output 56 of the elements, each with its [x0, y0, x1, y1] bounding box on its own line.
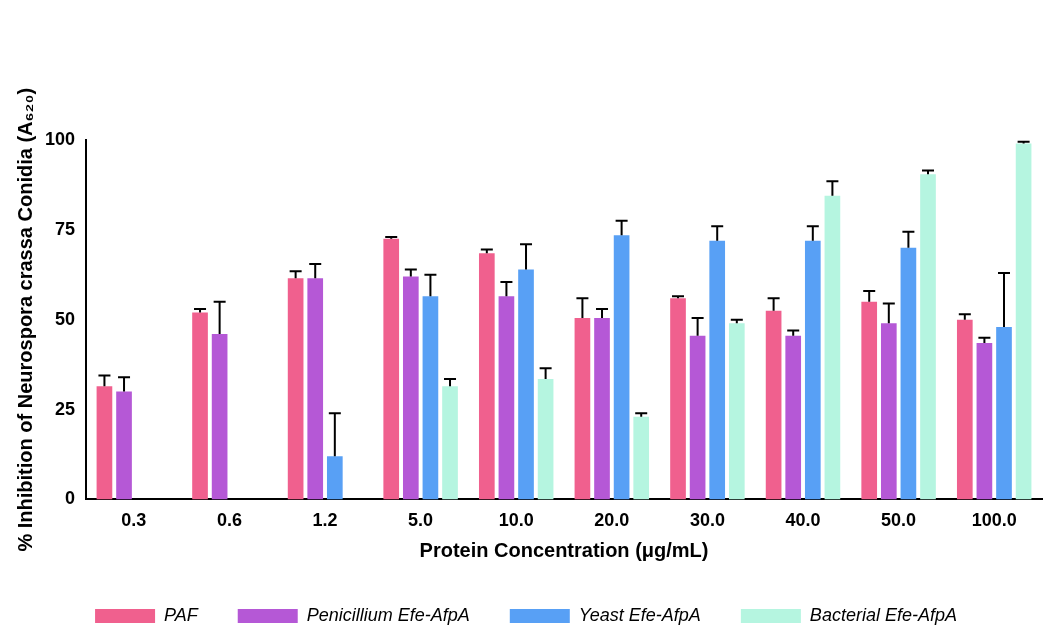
bar — [670, 298, 686, 500]
bar — [728, 323, 745, 500]
bar — [996, 326, 1012, 500]
bar — [861, 301, 878, 500]
bar — [785, 335, 802, 500]
y-tick-label: 25 — [55, 398, 76, 419]
bar — [537, 379, 554, 500]
x-tick-label: 20.0 — [594, 510, 630, 531]
bar — [192, 312, 208, 500]
bar — [478, 253, 495, 500]
bar — [689, 335, 706, 500]
x-tick-label: 10.0 — [498, 510, 534, 531]
bar — [287, 278, 304, 500]
bar — [824, 195, 841, 500]
y-tick-label: 50 — [55, 308, 76, 329]
legend-label: Yeast Efe-AfpA — [578, 605, 701, 625]
bar — [518, 269, 534, 500]
x-tick-label: 100.0 — [971, 510, 1017, 531]
x-axis-title: Protein Concentration (μg/mL) — [419, 538, 709, 561]
x-tick-label: 0.3 — [121, 510, 147, 531]
x-tick-label: 5.0 — [408, 510, 434, 531]
bar — [383, 238, 400, 500]
x-tick-label: 50.0 — [881, 510, 917, 531]
legend-label: PAF — [164, 605, 199, 625]
bar — [498, 296, 515, 500]
x-tick-label: 40.0 — [785, 510, 821, 531]
bar — [422, 296, 439, 500]
bar — [96, 386, 113, 500]
bar — [976, 343, 993, 500]
y-tick-label: 75 — [55, 218, 76, 239]
bar — [402, 276, 419, 500]
legend-label: Penicillium Efe-AfpA — [306, 605, 470, 625]
bar — [900, 247, 917, 500]
bar — [709, 240, 726, 500]
bar — [1015, 143, 1032, 500]
y-tick-label: 100 — [44, 128, 76, 149]
bar — [613, 235, 630, 500]
bar — [633, 416, 650, 500]
bar — [920, 174, 936, 500]
x-tick-label: 30.0 — [689, 510, 725, 531]
bar — [307, 278, 324, 500]
bar — [326, 456, 343, 500]
x-tick-label: 0.6 — [216, 510, 242, 531]
bar — [956, 319, 973, 500]
bar — [804, 240, 821, 500]
bar — [116, 391, 132, 500]
y-tick-label: 0 — [65, 488, 76, 509]
x-tick-label: 1.2 — [312, 510, 338, 531]
bar — [594, 317, 610, 500]
bar — [442, 386, 458, 500]
bar — [880, 323, 897, 500]
bar — [574, 317, 591, 500]
bar — [211, 334, 228, 500]
y-axis-title: % Inhibition of Neurospora crassa Conidia (A₆₂₀) — [13, 87, 36, 552]
legend-label: Bacterial Efe-AfpA — [809, 605, 957, 625]
bar — [765, 310, 782, 500]
